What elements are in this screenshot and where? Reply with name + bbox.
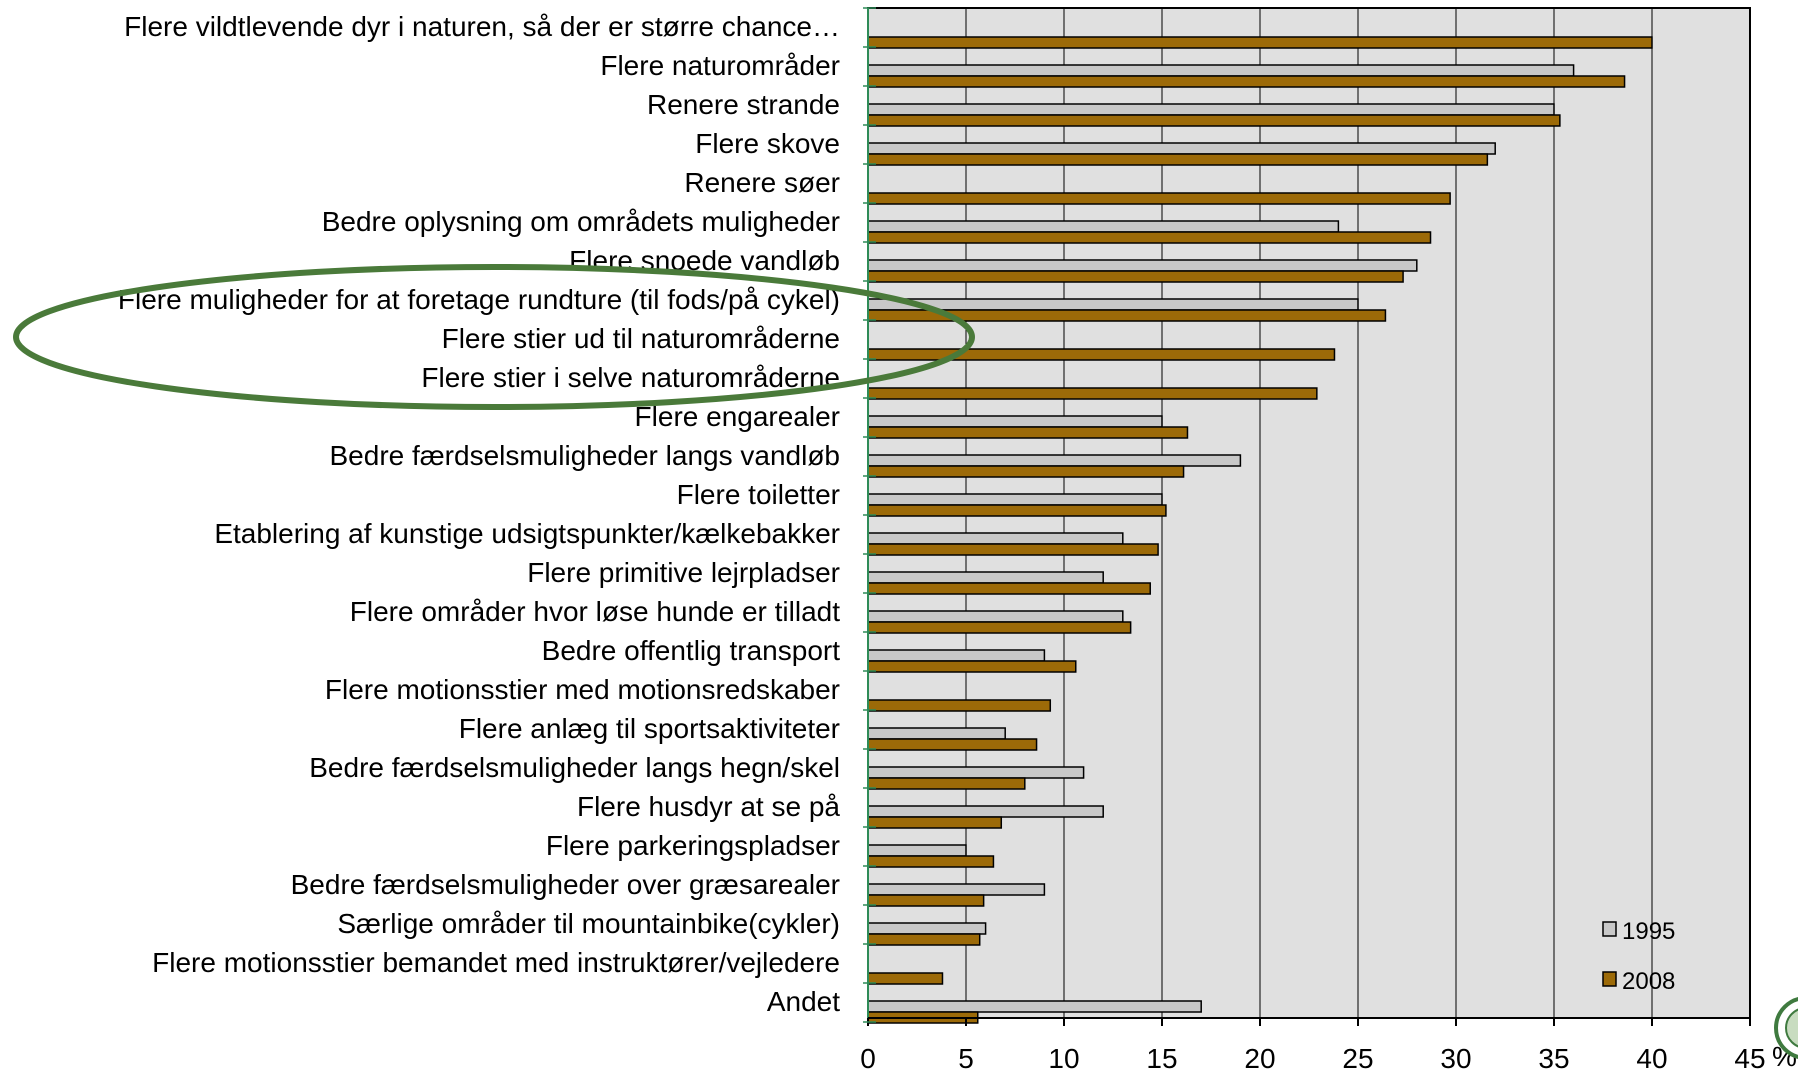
x-tick-label: 0 [860,1043,876,1071]
bar-1995 [867,1000,1202,1013]
legend-label-1995: 1995 [1622,918,1675,945]
category-label: Flere områder hvor løse hunde er tilladt [350,596,840,627]
bar-1995 [867,220,1340,233]
x-tick-label: 10 [1048,1043,1079,1071]
bar-2008 [867,153,1489,166]
category-label: Særlige områder til mountainbike(cykler) [337,908,840,939]
bar-2008 [867,36,1653,49]
category-label: Bedre offentlig transport [542,635,841,666]
bar-2008 [867,75,1626,88]
bar-1995 [867,532,1124,545]
category-label: Flere toiletter [677,479,840,510]
x-tick-label: 45 [1734,1043,1765,1071]
bar-2008 [867,816,1003,829]
bar-2008 [867,270,1404,283]
category-label: Flere anlæg til sportsaktiviteter [459,713,840,744]
bar-1995 [867,883,1046,896]
x-tick-label: 30 [1440,1043,1471,1071]
category-label: Renere søer [684,167,840,198]
x-ticks: 0 5 10 15 20 25 30 35 40 45 [860,7,1766,1071]
category-label: Bedre oplysning om områdets muligheder [322,206,840,237]
category-label: Bedre færdselsmuligheder langs hegn/skel [309,752,840,783]
bar-1995 [867,922,987,935]
bar-2008 [867,465,1185,478]
bar-1995 [867,844,967,857]
bar-2008 [867,114,1561,127]
bar-2008 [867,660,1077,673]
bar-1995 [867,766,1085,779]
bar-2008 [867,621,1132,634]
bar-1995 [867,415,1163,428]
bar-1995 [867,727,1006,740]
category-label: Flere motionsstier med motionsredskaber [325,674,840,705]
bar-2008 [867,543,1159,556]
bar-2008 [867,504,1167,517]
bar-2008 [867,933,981,946]
x-tick-label: 15 [1146,1043,1177,1071]
category-label: Flere primitive lejrpladser [527,557,840,588]
bar-1995 [867,571,1104,584]
bar-2008 [867,387,1318,400]
legend-label-2008: 2008 [1622,968,1675,995]
bar-2008 [867,348,1336,361]
category-label: Flere stier ud til naturområderne [442,323,840,354]
bar-1995 [867,142,1496,155]
category-label: Flere naturområder [600,50,840,81]
x-tick-label: 20 [1244,1043,1275,1071]
x-tick-label: 35 [1538,1043,1569,1071]
category-label: Flere motionsstier bemandet med instrukt… [152,947,840,978]
bar-2008 [867,699,1052,712]
x-tick-label: 25 [1342,1043,1373,1071]
bar-1995 [867,493,1163,506]
legend-swatch-2008 [1602,971,1617,987]
bar-1995 [867,649,1046,662]
category-label: Flere vildtlevende dyr i naturen, så der… [124,11,840,42]
bar-1995 [867,64,1575,77]
x-tick-label: 40 [1636,1043,1667,1071]
bar-2008 [867,894,985,907]
bar-2008 [867,738,1038,751]
category-label: Etablering af kunstige udsigtspunkter/kæ… [214,518,840,549]
bar-2008 [867,426,1189,439]
bar-1995 [867,103,1555,116]
bar-1995 [867,805,1104,818]
seal-logo [1774,997,1798,1059]
category-label: Bedre færdselsmuligheder langs vandløb [330,440,841,471]
bar-2008 [867,192,1451,205]
bar-1995 [867,259,1418,272]
category-label: Flere engarealer [635,401,840,432]
category-label: Flere parkeringspladser [546,830,840,861]
category-label: Renere strande [647,89,840,120]
bar-2008 [867,855,995,868]
category-label: Flere skove [695,128,840,159]
bar-2008 [867,777,1026,790]
highlight-ellipse [13,264,975,410]
bar-1995 [867,610,1124,623]
bars [867,36,1653,1024]
category-label: Flere muligheder for at foretage rundtur… [118,284,840,315]
legend: 1995 2008 [1602,918,1675,995]
bar-1995 [867,298,1359,311]
legend-swatch-1995 [1602,921,1617,937]
x-tick-label: 5 [958,1043,974,1071]
category-labels: Flere vildtlevende dyr i naturen, så der… [118,11,841,1017]
bar-1995 [867,454,1242,467]
bar-2008 [867,582,1151,595]
bar-2008 [867,231,1432,244]
category-label: Bedre færdselsmuligheder over græsareale… [291,869,840,900]
category-label: Flere stier i selve naturområderne [421,362,840,393]
bar-2008 [867,972,944,985]
category-label: Flere husdyr at se på [577,791,840,822]
category-label: Andet [767,986,840,1017]
